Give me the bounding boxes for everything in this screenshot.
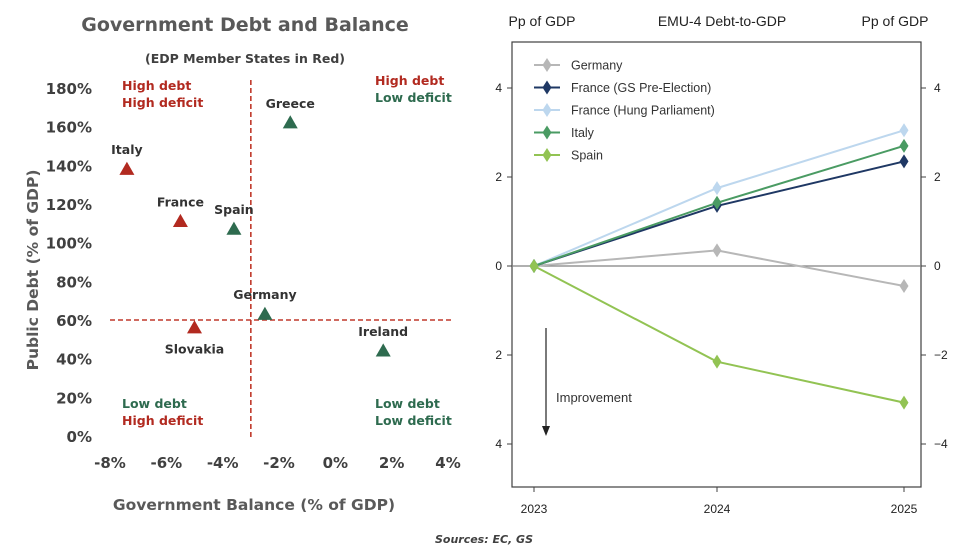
series-marker-france-gs-pre-election xyxy=(899,154,909,169)
left-y-tick-label: 2 xyxy=(495,348,502,362)
x-tick-label: -4% xyxy=(207,454,239,472)
y-tick-label: 40% xyxy=(56,351,92,369)
series-marker-spain xyxy=(712,354,722,369)
data-label-ireland: Ireland xyxy=(358,324,408,339)
series-marker-france-hung-parliament xyxy=(899,123,909,138)
left-chart-subtitle: (EDP Member States in Red) xyxy=(145,51,345,66)
series-marker-spain xyxy=(529,259,539,273)
data-label-spain: Spain xyxy=(214,202,254,217)
x-tick-label: -6% xyxy=(150,454,182,472)
left-y-tick-label: 2 xyxy=(495,170,502,184)
right-y-tick-label: −2 xyxy=(934,348,948,362)
improvement-label: Improvement xyxy=(556,390,632,405)
x-tick-label: 2024 xyxy=(704,502,731,516)
x-tick-label: -2% xyxy=(263,454,295,472)
data-label-germany: Germany xyxy=(233,287,296,302)
left-unit-label: Pp of GDP xyxy=(509,13,576,29)
quadrant-label-tr-line2: Low deficit xyxy=(375,90,452,105)
debt-balance-scatter-chart: 0% 20% 40% 60% 80% 100% 120% 140% 160% 180% -8% -6%… xyxy=(24,73,461,514)
y-axis-label: Public Debt (% of GDP) xyxy=(24,170,42,371)
left-chart-title: Government Debt and Balance xyxy=(81,14,409,36)
quadrant-label-bl-line2: High deficit xyxy=(122,413,203,428)
right-unit-label: Pp of GDP xyxy=(862,13,929,29)
series-marker-italy xyxy=(712,195,722,210)
y-tick-label: 160% xyxy=(46,119,92,137)
data-point-spain xyxy=(226,221,242,235)
legend-label-germany: Germany xyxy=(571,59,623,73)
data-label-slovakia: Slovakia xyxy=(165,342,225,357)
legend-label-france-hung-parliament: France (Hung Parliament) xyxy=(571,104,715,118)
quadrant-label-bl-line1: Low debt xyxy=(122,396,187,411)
legend-marker-france-gs-pre-election xyxy=(542,80,552,95)
x-axis-label: Government Balance (% of GDP) xyxy=(113,496,395,514)
right-y-tick-label: −4 xyxy=(934,437,948,451)
y-tick-label: 80% xyxy=(56,273,92,291)
x-tick-label: 4% xyxy=(435,454,460,472)
legend-label-italy: Italy xyxy=(571,126,595,140)
improvement-arrow-head xyxy=(542,426,550,436)
data-point-greece xyxy=(282,115,298,129)
series-marker-spain xyxy=(899,395,909,410)
series-line-spain xyxy=(533,265,905,404)
x-tick-label: 2023 xyxy=(521,502,548,516)
quadrant-label-br-line2: Low deficit xyxy=(375,413,452,428)
y-tick-label: 20% xyxy=(56,389,92,407)
series-marker-germany xyxy=(899,279,909,294)
quadrant-label-tr-line1: High debt xyxy=(375,73,444,88)
data-label-france: France xyxy=(157,194,204,209)
right-y-tick-label: 0 xyxy=(934,259,941,273)
legend-marker-italy xyxy=(542,125,552,140)
x-tick-label: 0% xyxy=(323,454,348,472)
legend-marker-france-hung-parliament xyxy=(542,103,552,117)
legend-marker-spain xyxy=(542,148,552,162)
data-point-germany xyxy=(257,306,273,320)
left-y-tick-label: 4 xyxy=(495,437,502,451)
legend-label-france-gs-pre-election: France (GS Pre-Election) xyxy=(571,81,711,95)
right-y-tick-label: 2 xyxy=(934,170,941,184)
right-chart-title: EMU-4 Debt-to-GDP xyxy=(658,13,786,29)
series-marker-italy xyxy=(899,138,909,153)
left-y-tick-label: 0 xyxy=(495,259,502,273)
x-tick-label: 2025 xyxy=(891,502,918,516)
quadrant-label-tl-line2: High deficit xyxy=(122,95,203,110)
legend-marker-germany xyxy=(542,58,552,72)
y-tick-label: 100% xyxy=(46,235,92,253)
legend-label-spain: Spain xyxy=(571,149,603,163)
y-tick-label: 0% xyxy=(67,428,92,446)
data-point-italy xyxy=(119,161,135,175)
y-tick-label: 180% xyxy=(46,80,92,98)
series-line-germany xyxy=(533,249,905,288)
y-tick-label: 140% xyxy=(46,157,92,175)
left-y-tick-label: 4 xyxy=(495,81,502,95)
quadrant-label-tl-line1: High debt xyxy=(122,78,191,93)
right-y-tick-label: 4 xyxy=(934,81,941,95)
y-tick-label: 60% xyxy=(56,312,92,330)
data-point-ireland xyxy=(375,343,391,357)
y-tick-label: 120% xyxy=(46,196,92,214)
data-label-italy: Italy xyxy=(111,142,143,157)
data-point-france xyxy=(172,213,188,228)
quadrant-label-br-line1: Low debt xyxy=(375,396,440,411)
series-marker-germany xyxy=(712,243,722,258)
x-tick-label: 2% xyxy=(379,454,404,472)
sources-note: Sources: EC, GS xyxy=(434,533,534,546)
data-point-slovakia xyxy=(187,320,202,334)
data-label-greece: Greece xyxy=(266,96,315,111)
series-marker-france-hung-parliament xyxy=(712,181,722,196)
x-tick-label: -8% xyxy=(94,454,126,472)
